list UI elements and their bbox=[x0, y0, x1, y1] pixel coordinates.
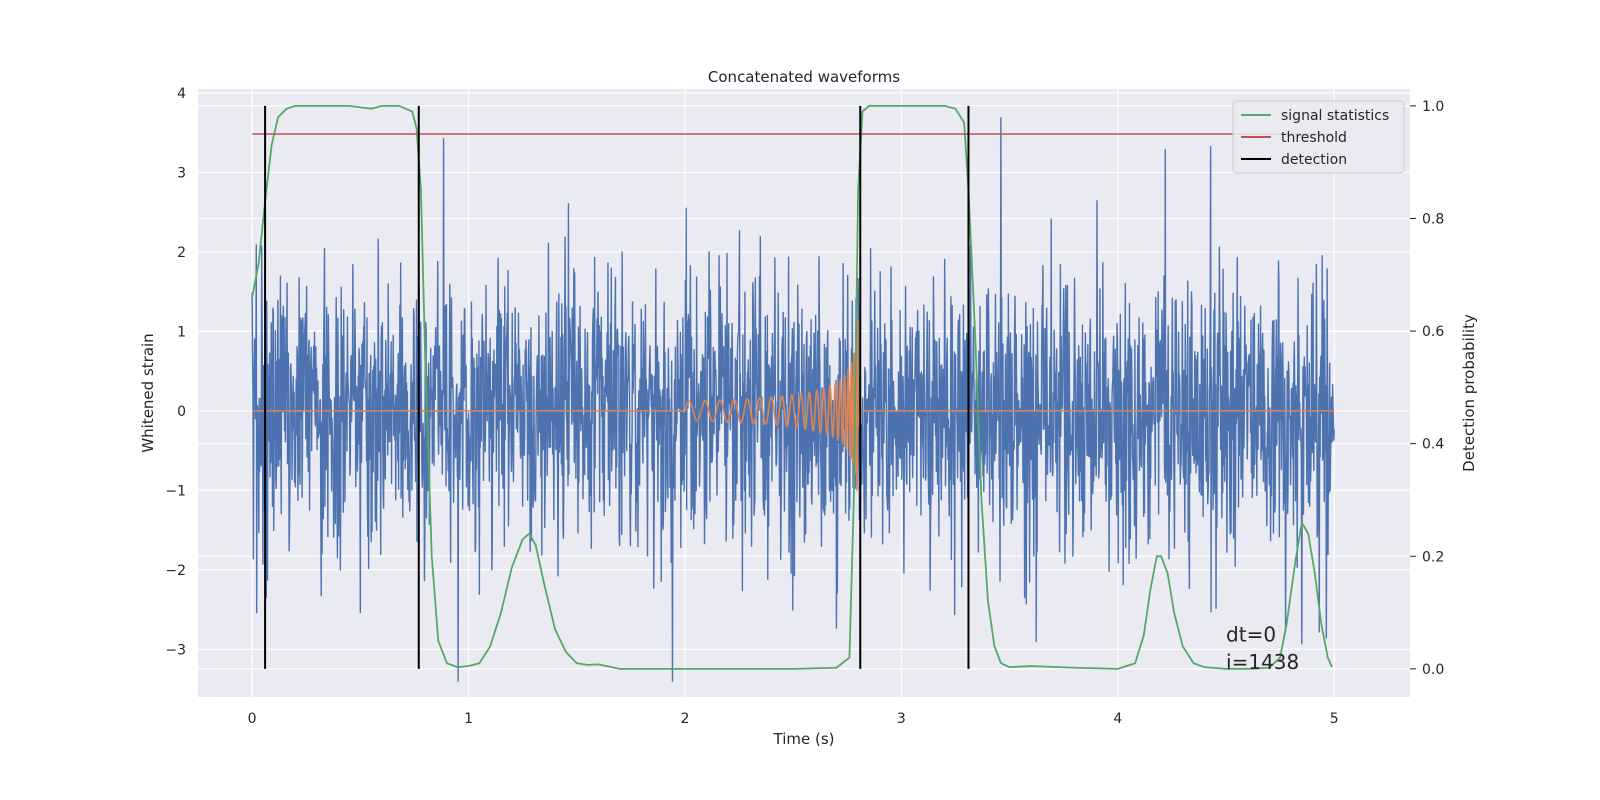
x-tick-label: 5 bbox=[1330, 711, 1339, 727]
x-tick-label: 4 bbox=[1113, 711, 1122, 727]
x-tick-label: 0 bbox=[248, 711, 257, 727]
chirp-trace bbox=[252, 320, 1335, 491]
y-axis-label: Whitened strain bbox=[139, 333, 157, 452]
y-tick-label: 3 bbox=[177, 165, 186, 181]
legend-label: threshold bbox=[1281, 130, 1347, 146]
legend-label: detection bbox=[1281, 152, 1347, 168]
annotation-i: i=1438 bbox=[1226, 650, 1299, 674]
noise-trace bbox=[251, 117, 1335, 682]
y2-tick-label: 0.4 bbox=[1422, 437, 1444, 453]
y-tick-label: 0 bbox=[177, 404, 186, 420]
y2-tick-label: 0.2 bbox=[1422, 549, 1444, 565]
x-tick-label: 1 bbox=[464, 711, 473, 727]
right-axis-series bbox=[251, 104, 1335, 670]
chart-title: Concatenated waveforms bbox=[708, 68, 900, 86]
traces bbox=[251, 117, 1335, 682]
y-tick-label: −1 bbox=[165, 483, 186, 499]
y2-axis-label: Detection probability bbox=[1460, 314, 1478, 472]
legend-box bbox=[1232, 100, 1405, 174]
y2-tick-label: 1.0 bbox=[1422, 99, 1444, 115]
signal-statistics-line bbox=[251, 104, 1333, 670]
ticks: 0 1 2 3 4 5 −3 −2 −1 0 1 2 3 4 0.0 0.2 0.4 0.6 0.8 1.0 bbox=[165, 86, 1444, 727]
y2-tick-label: 0.6 bbox=[1422, 324, 1444, 340]
y-tick-label: −2 bbox=[165, 563, 186, 579]
y-tick-label: 1 bbox=[177, 324, 186, 340]
legend-label: signal statistics bbox=[1281, 108, 1389, 124]
y-tick-label: 2 bbox=[177, 245, 186, 261]
y-tick-label: −3 bbox=[165, 642, 186, 658]
y2-tick-label: 0.0 bbox=[1422, 662, 1444, 678]
y2-tick-label: 0.8 bbox=[1422, 211, 1444, 227]
annotation-dt: dt=0 bbox=[1226, 622, 1276, 646]
legend: signal statistics threshold detection bbox=[1232, 100, 1405, 174]
x-tick-label: 2 bbox=[681, 711, 690, 727]
x-axis-label: Time (s) bbox=[773, 730, 835, 748]
y-tick-label: 4 bbox=[177, 86, 186, 102]
x-tick-label: 3 bbox=[897, 711, 906, 727]
